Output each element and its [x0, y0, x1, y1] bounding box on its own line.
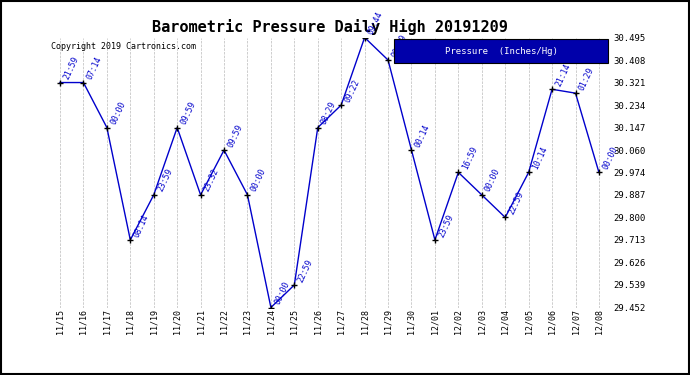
- Text: 00:00: 00:00: [109, 100, 127, 126]
- Text: 10:14: 10:14: [531, 145, 549, 171]
- Text: 09:59: 09:59: [179, 100, 197, 126]
- Text: 08:14: 08:14: [132, 213, 150, 238]
- Text: 00:00: 00:00: [273, 280, 291, 306]
- Text: 23:59: 23:59: [156, 168, 174, 194]
- Text: 00:59: 00:59: [390, 33, 408, 58]
- Text: 22:59: 22:59: [296, 258, 315, 284]
- Text: 23:32: 23:32: [202, 168, 221, 194]
- Text: 00:00: 00:00: [601, 145, 619, 171]
- Text: 00:00: 00:00: [484, 168, 502, 194]
- FancyBboxPatch shape: [394, 39, 608, 63]
- Text: 01:29: 01:29: [578, 66, 596, 92]
- Text: 21:59: 21:59: [62, 55, 80, 81]
- Text: 08:29: 08:29: [319, 100, 338, 126]
- Text: 09:59: 09:59: [226, 123, 244, 148]
- Title: Barometric Pressure Daily High 20191209: Barometric Pressure Daily High 20191209: [152, 19, 507, 35]
- Text: 21:14: 21:14: [554, 62, 573, 88]
- Text: 09:44: 09:44: [366, 10, 385, 36]
- Text: Pressure  (Inches/Hg): Pressure (Inches/Hg): [444, 46, 558, 56]
- Text: 00:00: 00:00: [249, 168, 268, 194]
- Text: Copyright 2019 Cartronics.com: Copyright 2019 Cartronics.com: [51, 42, 196, 51]
- Text: 00:14: 00:14: [413, 123, 432, 148]
- Text: 16:59: 16:59: [460, 145, 479, 171]
- Text: 09:22: 09:22: [343, 78, 362, 104]
- Text: 22:59: 22:59: [507, 190, 526, 216]
- Text: 07:14: 07:14: [86, 55, 104, 81]
- Text: 23:59: 23:59: [437, 213, 455, 238]
